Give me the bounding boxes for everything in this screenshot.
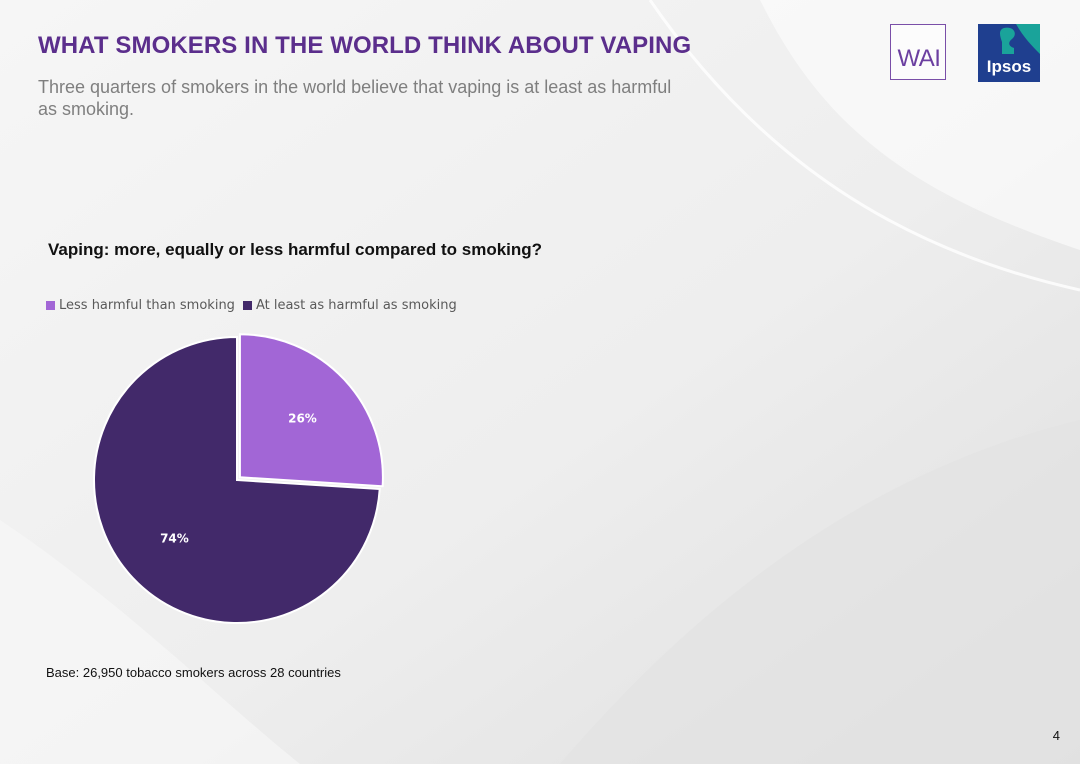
page-title: WHAT SMOKERS IN THE WORLD THINK ABOUT VA… — [38, 32, 692, 59]
legend-item-less-harmful: Less harmful than smoking — [46, 298, 235, 313]
ipsos-logo: Ipsos — [978, 24, 1040, 82]
legend-label-at-least-as-harmful: At least as harmful as smoking — [255, 298, 457, 313]
legend-swatch-less-harmful — [46, 301, 55, 310]
legend-label-less-harmful: Less harmful than smoking — [59, 298, 235, 313]
wai-logo-text: WAI — [897, 45, 941, 72]
pie-label-less-harmful: 26% — [288, 412, 317, 426]
page-number: 4 — [1052, 728, 1060, 743]
pie-slice-at-least-as-harmful — [93, 335, 381, 624]
wai-logo: WAI — [890, 24, 946, 80]
pie-slice-less-harmful — [238, 333, 384, 488]
base-note: Base: 26,950 tobacco smokers across 28 c… — [46, 665, 341, 680]
pie-chart: 26% 74% — [93, 333, 384, 624]
page-subtitle: Three quarters of smokers in the world b… — [38, 77, 672, 119]
ipsos-logo-shape — [978, 24, 1040, 82]
ipsos-logo-text: Ipsos — [986, 57, 1032, 76]
pie-label-at-least-as-harmful: 74% — [160, 532, 189, 546]
chart-title: Vaping: more, equally or less harmful co… — [48, 240, 543, 259]
legend-item-at-least-as-harmful: At least as harmful as smoking — [242, 298, 457, 313]
chart-legend: Less harmful than smoking At least as ha… — [46, 298, 465, 313]
legend-swatch-at-least-as-harmful — [242, 301, 252, 310]
